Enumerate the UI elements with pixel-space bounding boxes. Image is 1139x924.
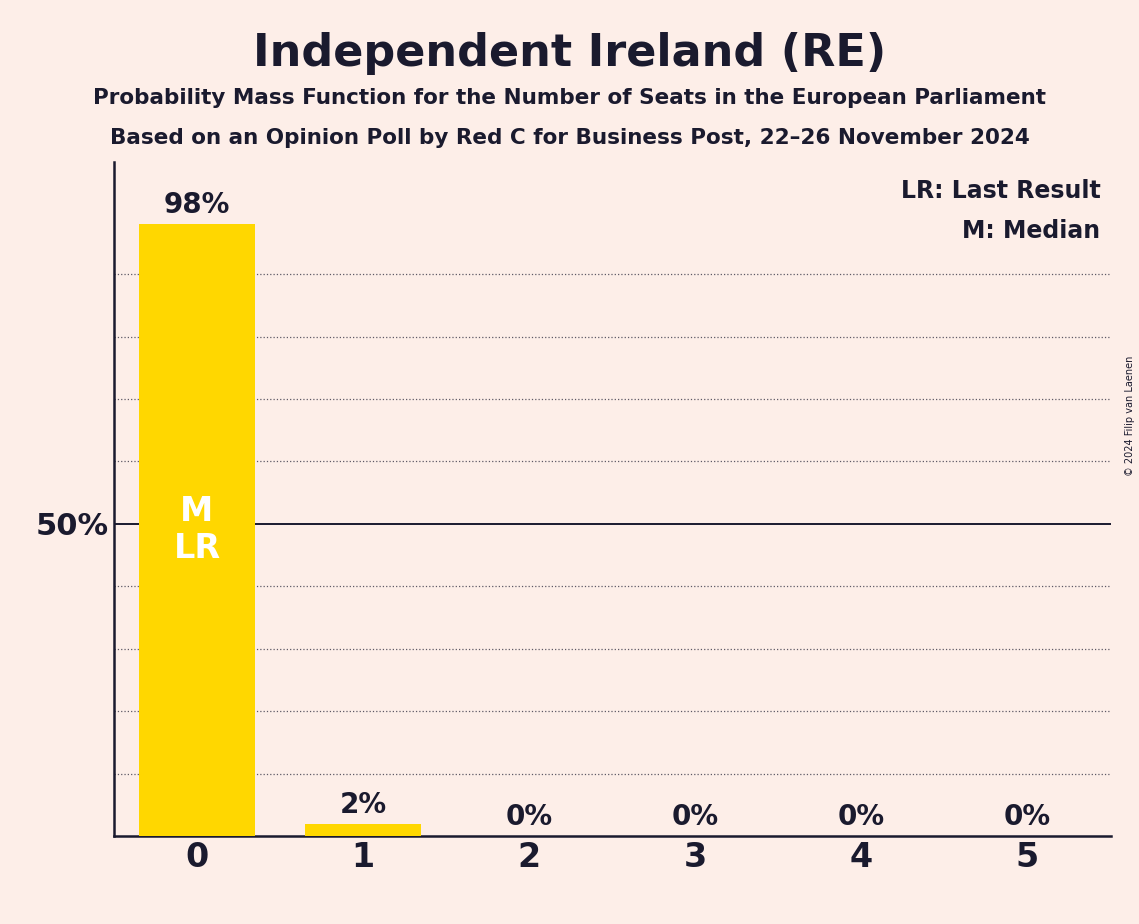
Text: LR: LR	[173, 532, 221, 565]
Text: 0%: 0%	[672, 803, 719, 832]
Text: 98%: 98%	[164, 191, 230, 219]
Text: 0%: 0%	[838, 803, 885, 832]
Text: M: Median: M: Median	[962, 219, 1100, 243]
Text: Independent Ireland (RE): Independent Ireland (RE)	[253, 32, 886, 76]
Text: Based on an Opinion Poll by Red C for Business Post, 22–26 November 2024: Based on an Opinion Poll by Red C for Bu…	[109, 128, 1030, 148]
Text: 2%: 2%	[339, 791, 386, 819]
Text: © 2024 Filip van Laenen: © 2024 Filip van Laenen	[1125, 356, 1134, 476]
Text: 0%: 0%	[1003, 803, 1051, 832]
Text: Probability Mass Function for the Number of Seats in the European Parliament: Probability Mass Function for the Number…	[93, 88, 1046, 108]
Bar	[305, 823, 421, 836]
Text: LR: Last Result: LR: Last Result	[901, 178, 1100, 202]
Text: M: M	[180, 495, 214, 528]
Bar	[139, 225, 255, 836]
Text: 0%: 0%	[506, 803, 552, 832]
